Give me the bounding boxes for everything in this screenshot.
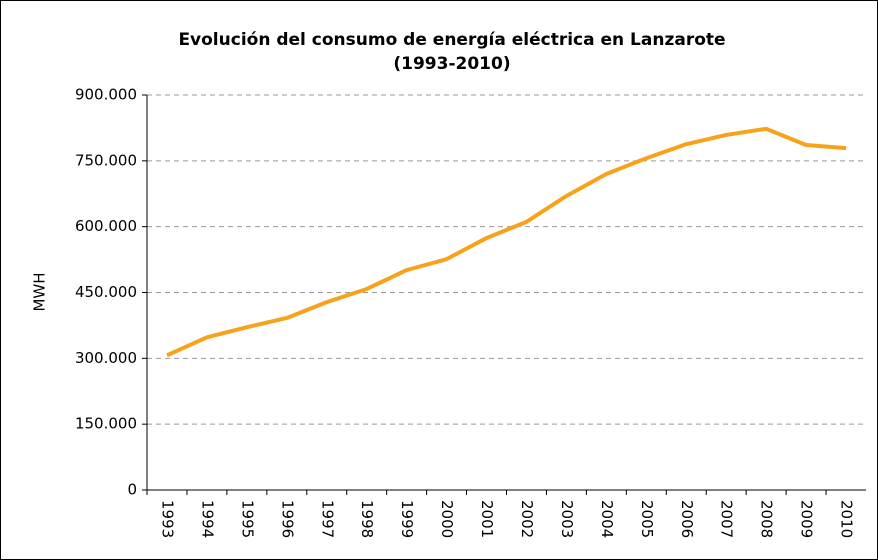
y-tick-label: 750.000 <box>75 151 137 169</box>
y-tick-label: 150.000 <box>75 415 137 433</box>
x-tick-label: 2001 <box>478 500 496 538</box>
y-axis-label: MWH <box>31 272 49 311</box>
x-tick-label: 1998 <box>358 500 376 538</box>
x-tick-label: 2006 <box>678 500 696 538</box>
chart-title: Evolución del consumo de energía eléctri… <box>178 30 725 50</box>
x-tick-label: 2009 <box>798 500 816 538</box>
x-tick-label: 1997 <box>318 500 336 538</box>
x-tick-label: 2004 <box>598 500 616 538</box>
x-tick-label: 2010 <box>838 500 856 538</box>
x-tick-label: 2007 <box>718 500 736 538</box>
x-tick-label: 1994 <box>198 500 216 538</box>
x-tick-label: 2000 <box>438 500 456 538</box>
x-tick-label: 2002 <box>518 500 536 538</box>
line-series <box>166 126 847 358</box>
x-tick-label: 1993 <box>158 500 176 538</box>
x-tick-label: 2003 <box>558 500 576 538</box>
x-tick-label: 2005 <box>638 500 656 538</box>
y-tick-label: 900.000 <box>75 86 137 104</box>
x-tick-label: 2008 <box>758 500 776 538</box>
x-tick-label: 1996 <box>278 500 296 538</box>
y-tick-label: 450.000 <box>75 283 137 301</box>
y-tick-label: 300.000 <box>75 349 137 367</box>
chart-title: (1993-2010) <box>393 54 510 74</box>
x-tick-label: 1995 <box>238 500 256 538</box>
y-tick-label: 600.000 <box>75 217 137 235</box>
y-tick-label: 0 <box>127 481 137 499</box>
x-tick-label: 1999 <box>398 500 416 538</box>
